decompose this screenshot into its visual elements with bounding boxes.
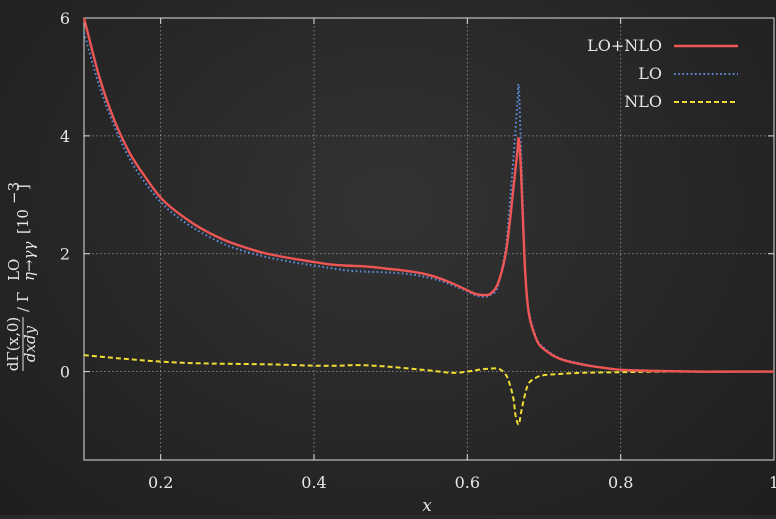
x-axis-label: x [422,496,432,515]
plot-border [83,17,775,461]
grid-layer [84,17,775,460]
legend-label: LO [638,64,662,83]
x-tick-label: 0.6 [455,473,480,492]
y-tick-label: 6 [60,9,70,28]
y-tick-label: 2 [60,245,70,264]
legend-label: NLO [624,92,662,111]
x-tick-label: 1 [769,473,776,492]
y-axis-label-gamma-sub: η→γγ [20,241,38,281]
y-axis-label-units-close: ] [14,184,32,190]
series-layer [82,17,774,426]
series-line-lo-nlo [82,17,774,373]
series-line-nlo [83,354,774,426]
y-tick-label: 0 [60,363,70,382]
y-tick-label: 4 [60,127,70,146]
y-axis-label-numerator: dΓ(x,0) [4,317,22,372]
plot-frame [83,17,775,461]
x-tick-label: 0.4 [301,473,326,492]
y-axis-label-units: [10 [14,209,32,234]
tick-labels: 0.2 0.4 0.6 0.8 1 0 2 4 6 [60,9,776,492]
y-axis-label-gamma: / Γ [14,292,32,312]
y-axis-label-units-exp: −3 [5,182,23,204]
legend: LO+NLO LO NLO [587,36,738,111]
x-tick-label: 0.2 [148,473,173,492]
legend-label: LO+NLO [587,36,662,55]
y-axis-label: dΓ(x,0) dxdy / Γ LO η→γγ [10 −3 ] [4,182,39,371]
series-line-lo [83,32,774,373]
y-axis-label-gamma-sup: LO [5,259,23,281]
y-axis-label-denominator: dxdy [21,325,39,362]
x-tick-label: 0.8 [608,473,633,492]
